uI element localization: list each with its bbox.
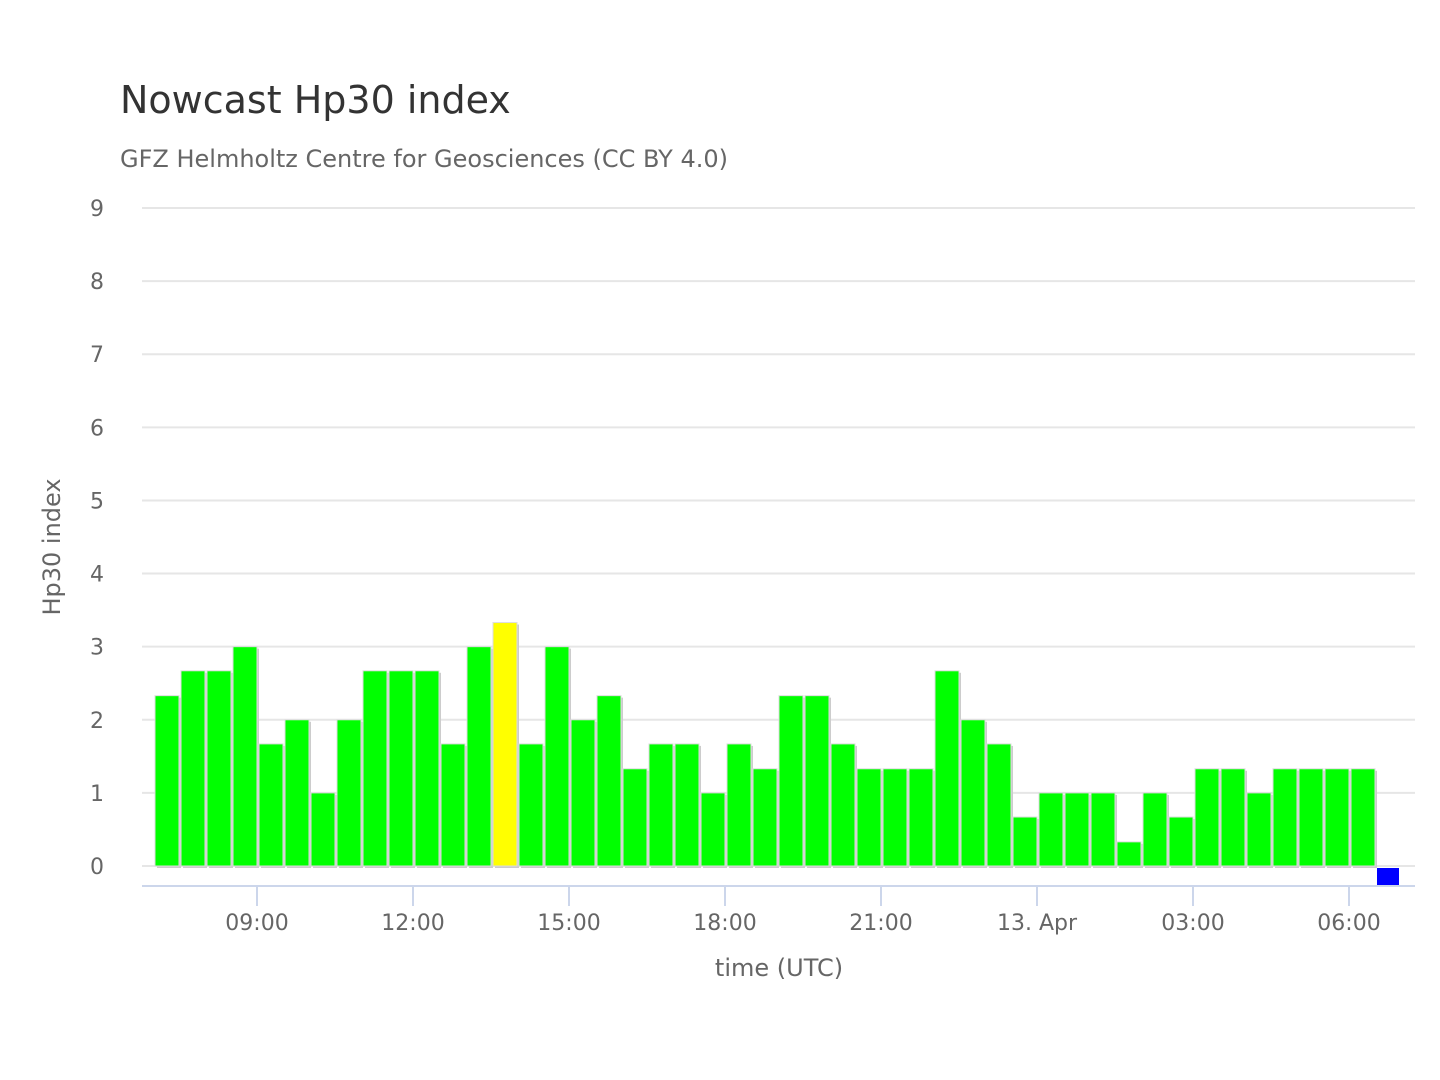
bar xyxy=(856,768,882,867)
bar xyxy=(1324,768,1350,867)
bar xyxy=(1377,868,1399,885)
bar xyxy=(440,743,466,867)
x-tick-label: 21:00 xyxy=(849,911,912,936)
bar xyxy=(414,670,440,867)
y-axis-title: Hp30 index xyxy=(38,478,66,615)
bar xyxy=(1012,816,1038,867)
bar xyxy=(388,670,414,867)
bar xyxy=(778,695,804,867)
bar xyxy=(960,719,986,867)
x-tick-label: 15:00 xyxy=(537,911,600,936)
bar xyxy=(544,646,570,867)
y-tick-label: 8 xyxy=(90,270,104,295)
y-tick-label: 2 xyxy=(90,709,104,734)
bar xyxy=(700,792,726,867)
x-tick-label: 03:00 xyxy=(1161,911,1224,936)
bar xyxy=(804,695,830,867)
bar xyxy=(1142,792,1168,867)
bar xyxy=(310,792,336,867)
chart-subtitle: GFZ Helmholtz Centre for Geosciences (CC… xyxy=(120,145,729,173)
bar xyxy=(596,695,622,867)
bar xyxy=(752,768,778,867)
y-tick-label: 9 xyxy=(90,197,104,222)
bar xyxy=(362,670,388,867)
bar xyxy=(180,670,206,867)
bar xyxy=(1116,841,1142,867)
bar xyxy=(206,670,232,867)
bar xyxy=(284,719,310,867)
x-tick-label: 06:00 xyxy=(1317,911,1380,936)
x-axis-title: time (UTC) xyxy=(715,954,843,982)
bar xyxy=(466,646,492,867)
bar xyxy=(1246,792,1272,867)
bar xyxy=(570,719,596,867)
x-tick-label: 12:00 xyxy=(381,911,444,936)
y-tick-label: 3 xyxy=(90,636,104,661)
bar xyxy=(336,719,362,867)
y-tick-label: 0 xyxy=(90,855,104,880)
bar xyxy=(648,743,674,867)
bar xyxy=(1194,768,1220,867)
bar xyxy=(934,670,960,867)
bar xyxy=(622,768,648,867)
chart-title: Nowcast Hp30 index xyxy=(120,78,511,122)
bar xyxy=(1038,792,1064,867)
bar xyxy=(492,622,518,867)
bar xyxy=(674,743,700,867)
y-tick-label: 4 xyxy=(90,563,104,588)
bar xyxy=(154,695,180,867)
bar xyxy=(1220,768,1246,867)
bar xyxy=(1272,768,1298,867)
y-tick-label: 5 xyxy=(90,489,104,514)
y-tick-label: 7 xyxy=(90,343,104,368)
bar xyxy=(830,743,856,867)
y-tick-label: 1 xyxy=(90,782,104,807)
bar xyxy=(1298,768,1324,867)
x-tick-label: 18:00 xyxy=(693,911,756,936)
y-tick-label: 6 xyxy=(90,416,104,441)
bar xyxy=(882,768,908,867)
bar xyxy=(1090,792,1116,867)
x-tick-label: 13. Apr xyxy=(997,911,1078,936)
bar xyxy=(232,646,258,867)
bar xyxy=(908,768,934,867)
x-tick-label: 09:00 xyxy=(225,911,288,936)
bar xyxy=(518,743,544,867)
bar xyxy=(258,743,284,867)
bar xyxy=(1350,768,1376,867)
bar xyxy=(1064,792,1090,867)
bar xyxy=(986,743,1012,867)
bar xyxy=(1168,816,1194,867)
bar xyxy=(726,743,752,867)
